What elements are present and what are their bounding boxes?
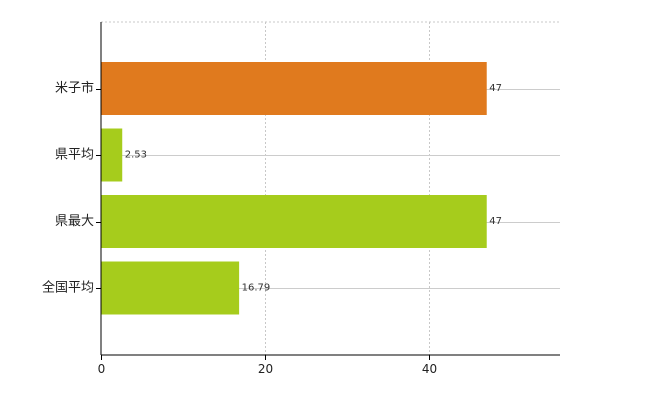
bar [101, 128, 123, 182]
data-label: 16.79 [242, 283, 271, 294]
data-label: 2.53 [125, 150, 147, 161]
bars [101, 62, 487, 315]
category-label: 米子市 [55, 80, 94, 96]
x-tick-label: 20 [258, 362, 273, 376]
axes [96, 22, 560, 360]
bar [101, 62, 487, 115]
x-tick-labels: 0 20 40 [98, 362, 437, 376]
x-tick-label: 40 [422, 362, 437, 376]
category-label: 県最大 [55, 214, 94, 229]
category-label: 全国平均 [42, 280, 94, 296]
x-tick-label: 0 [98, 362, 106, 376]
data-labels: 47 2.53 47 16.79 [125, 83, 502, 294]
bar [101, 261, 240, 315]
data-label: 47 [489, 216, 502, 227]
category-label: 県平均 [55, 148, 94, 163]
data-label: 47 [489, 83, 502, 94]
bar [101, 195, 487, 248]
